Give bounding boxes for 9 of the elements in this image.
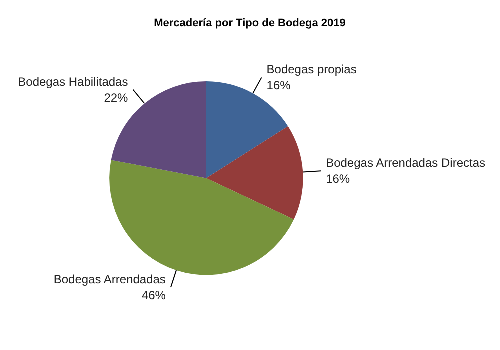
data-label: 22% xyxy=(104,90,129,105)
slice-label: Bodegas Arrendadas xyxy=(54,272,166,287)
data-label: 16% xyxy=(266,78,292,93)
slice-label: Bodegas Habilitadas xyxy=(18,74,128,89)
slice-label: Bodegas propias xyxy=(266,62,357,77)
chart-title: Mercadería por Tipo de Bodega 2019 xyxy=(154,18,346,30)
data-label: 46% xyxy=(142,288,166,303)
data-label: 16% xyxy=(326,172,350,186)
slice-label: Bodegas Arrendadas Directas xyxy=(326,156,486,170)
